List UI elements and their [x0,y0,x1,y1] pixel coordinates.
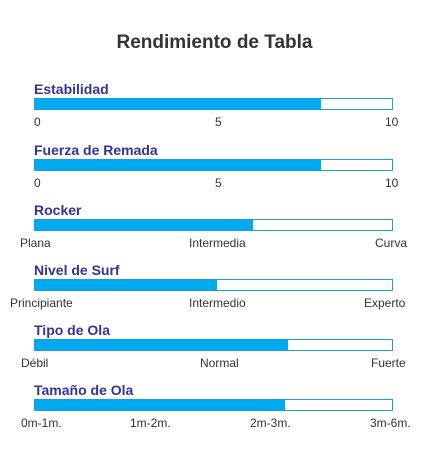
tick-label: Intermedio [189,296,246,310]
rating-bar [34,98,393,110]
rating-bar [34,399,393,411]
metric-label: Tipo de Ola [34,322,110,338]
metric-nivel-de-surf: Nivel de Surf Principiante Intermedio Ex… [0,262,429,312]
rating-bar [34,279,393,291]
metric-label: Estabilidad [34,81,109,97]
tick-label: Plana [20,236,51,250]
metric-rocker: Rocker Plana Intermedia Curva [0,202,429,252]
tick-label: 10 [385,115,399,129]
metric-label: Nivel de Surf [34,262,120,278]
tick-label: 0m-1m. [21,416,62,430]
tick-label: 5 [215,115,222,129]
tick-label: 3m-6m. [370,416,411,430]
tick-label: 10 [385,176,399,190]
tick-label: Intermedia [189,236,246,250]
rating-bar-fill [35,400,285,410]
tick-label: 5 [215,176,222,190]
rating-bar-fill [35,340,289,350]
tick-label: 0 [34,176,41,190]
rating-bar-fill [35,220,253,230]
rating-bar [34,219,393,231]
rating-bar [34,339,393,351]
rating-bar-fill [35,99,321,109]
metric-label: Tamaño de Ola [34,382,134,398]
tick-label: Fuerte [371,356,406,370]
tick-label: Experto [364,296,406,310]
tick-label: Débil [21,356,49,370]
tick-label: 1m-2m. [130,416,171,430]
tick-label: Curva [375,236,408,250]
tick-label: Principiante [10,296,73,310]
metric-tamano-de-ola: Tamaño de Ola 0m-1m. 1m-2m. 2m-3m. 3m-6m… [0,382,429,432]
rating-bar-fill [35,160,321,170]
rating-bar-fill [35,280,218,290]
page-title: Rendimiento de Tabla [116,32,313,53]
tick-label: 0 [34,115,41,129]
tick-label: Normal [200,356,239,370]
metric-label: Rocker [34,202,82,218]
metric-tipo-de-ola: Tipo de Ola Débil Normal Fuerte [0,322,429,372]
metric-fuerza-de-remada: Fuerza de Remada 0 5 10 [0,142,429,192]
metric-label: Fuerza de Remada [34,142,158,158]
rating-bar [34,159,393,171]
metric-estabilidad: Estabilidad 0 5 10 [0,81,429,131]
tick-label: 2m-3m. [250,416,291,430]
